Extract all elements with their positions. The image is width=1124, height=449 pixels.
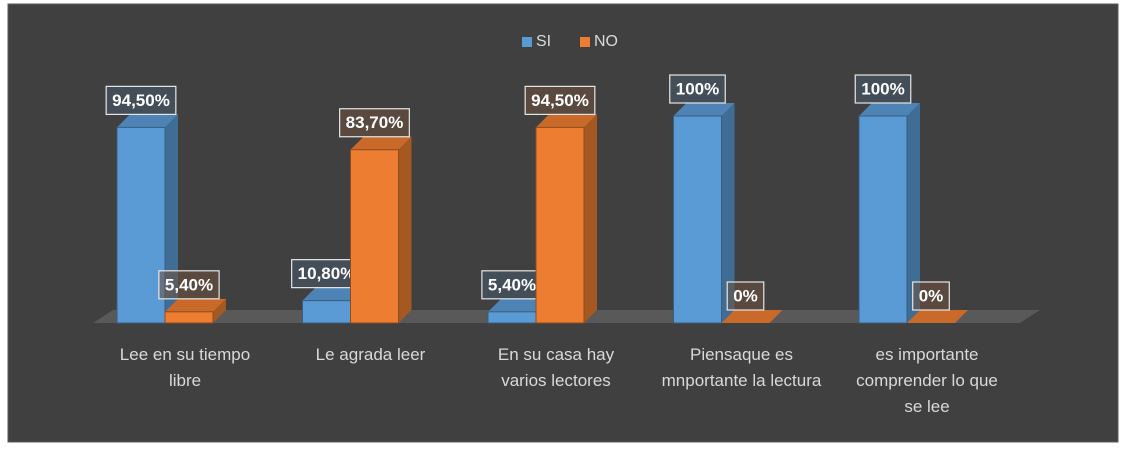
data-label: 100% <box>676 79 719 98</box>
bar-top <box>673 103 735 116</box>
x-tick-label: Piensaque es mnportante la lectura <box>661 345 822 390</box>
bar <box>302 300 351 324</box>
data-label-box <box>105 85 177 115</box>
x-tick-label: En su casa hay varios lectores <box>497 345 615 390</box>
bar-side <box>398 136 412 323</box>
bar-top <box>117 114 178 128</box>
data-label-box <box>481 270 543 300</box>
bar-side <box>584 114 597 323</box>
bar-top <box>165 298 226 312</box>
data-label: 94,50% <box>531 91 589 110</box>
bar-top <box>907 310 968 323</box>
bar-side <box>213 298 226 323</box>
bar-top <box>536 114 597 128</box>
bar-top <box>350 136 412 150</box>
data-label: 0% <box>919 286 944 305</box>
bar <box>116 126 166 324</box>
data-label-box <box>339 108 410 138</box>
data-label: 10,80% <box>298 264 356 283</box>
bar-top <box>488 298 549 312</box>
legend-label: NO <box>594 33 618 50</box>
x-tick-label: Le agrada leer <box>315 345 426 364</box>
data-label: 5,40% <box>165 275 213 294</box>
bar-side <box>907 103 920 323</box>
legend-label: SI <box>536 33 551 50</box>
data-label: 100% <box>861 79 904 98</box>
bar <box>487 311 537 324</box>
data-label-box <box>524 85 596 115</box>
data-label-box <box>912 281 950 311</box>
bar <box>673 115 722 324</box>
data-label: 83,70% <box>346 113 404 132</box>
data-label-box <box>726 281 765 311</box>
x-tick-label: Lee en su tiempo libre <box>119 345 251 390</box>
bar-top <box>859 103 920 116</box>
bar <box>164 311 214 324</box>
bar <box>350 149 399 324</box>
data-label-box <box>158 270 220 300</box>
data-label-box <box>291 259 362 289</box>
data-label: 5,40% <box>488 275 536 294</box>
data-label-box <box>669 74 726 104</box>
data-label-box <box>854 74 912 104</box>
bar <box>535 126 585 324</box>
legend-swatch <box>580 37 590 47</box>
data-label: 0% <box>733 286 758 305</box>
bar-top <box>302 287 364 301</box>
bar-top <box>721 310 783 323</box>
bar-side <box>721 103 735 323</box>
bar <box>858 115 908 324</box>
legend-swatch <box>522 37 532 47</box>
x-tick-label: es importante comprender lo que se lee <box>856 345 998 416</box>
data-label: 94,50% <box>112 91 170 110</box>
